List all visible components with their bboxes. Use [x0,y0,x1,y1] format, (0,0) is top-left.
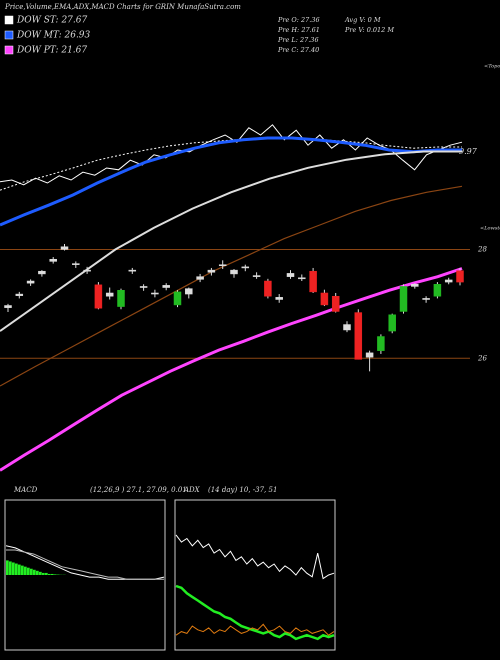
title: Price,Volume,EMA,ADX,MACD Charts for GRI… [4,3,241,11]
candle-body [388,314,396,332]
indicator-line [175,584,335,641]
candle-body [83,269,91,272]
candle-body [26,280,35,284]
histogram-bar [12,562,15,575]
legend-swatch [4,15,14,25]
candle-body [218,264,227,267]
histogram-bar [9,561,12,575]
histogram-bar [18,564,21,575]
candle-body [230,269,238,275]
indicator-line [0,137,462,191]
candle-body [72,263,80,265]
histogram-bar [24,566,27,575]
candle-body [343,324,351,331]
candle-body [128,269,137,272]
stat-label: Pre H: 27.61 [277,26,320,34]
annotation: <Lowsto [480,226,500,232]
stat-label: Avg V: 0 M [344,16,381,24]
candle-body [411,284,419,287]
candle-body [399,286,408,312]
candle-body [298,277,306,280]
candle-body [433,284,442,297]
histogram-bar [39,571,42,575]
candle-body [422,298,430,300]
candle-body [94,284,103,309]
indicator-line [0,267,463,472]
candle-body [15,293,24,296]
candle-body [185,288,193,295]
stat-label: Pre L: 27.36 [277,36,319,44]
candle-body [4,305,12,308]
legend-swatch [4,30,14,40]
candle-body [241,266,250,269]
histogram-bar [51,573,54,575]
indicator-line [0,124,463,186]
candle-body [286,273,295,277]
candle-body [173,291,182,306]
histogram-bar [15,563,18,575]
histogram-bar [54,574,57,575]
candle-body [151,292,159,295]
histogram-bar [45,572,48,575]
adx-frame [174,499,336,651]
histogram-bar [33,569,36,575]
histogram-bar [48,573,51,575]
histogram-bar [42,572,45,575]
histogram-bar [36,570,39,575]
panel-subtitle: (12,26,9 ) 27.1, 27.09, 0.01 [90,486,187,494]
legend-label: DOW MT: 26.93 [16,31,91,41]
legend-label: DOW PT: 21.67 [16,46,87,56]
candle-body [38,270,46,275]
legend-label: DOW ST: 27.67 [16,16,87,26]
stat-label: Pre O: 27.36 [277,16,320,24]
y-tick-label: 26 [477,354,487,362]
stat-label: Pre V: 0.012 M [344,26,394,34]
indicator-line [0,185,463,387]
candle-body [196,276,204,280]
candle-body [354,312,363,360]
panel-title: ADX [183,486,201,494]
candle-body [162,285,170,288]
candle-body [377,336,385,351]
candle-body [275,297,283,300]
candle-body [105,292,114,297]
indicator-line [0,150,462,332]
candle-body [207,269,216,273]
y-tick-label: 28 [477,245,487,253]
candle-body [117,290,125,307]
indicator-line [175,534,335,580]
histogram-bar [27,567,30,575]
candle-body [444,279,453,283]
histogram-bar [6,560,9,575]
candle-body [365,352,374,358]
legend-swatch [4,45,14,55]
candle-body [331,295,340,312]
candle-body [139,286,148,288]
candle-body [456,270,464,283]
candle-body [49,258,57,262]
candle-body [309,270,317,293]
y-tick-label: 9.97 [459,147,478,156]
annotation: <Topo [484,64,500,70]
stat-label: Pre C: 27.40 [277,46,319,54]
indicator-line [175,623,335,636]
indicator-line [0,136,462,227]
histogram-bar [21,565,24,575]
indicator-line [6,549,164,580]
panel-title: MACD [13,486,38,494]
macd-frame [4,499,166,651]
histogram-bar [30,568,33,575]
panel-subtitle: (14 day) 10, -37, 51 [208,486,277,494]
candle-body [60,246,69,250]
candle-body [320,292,329,306]
candle-body [252,275,261,277]
candle-body [264,280,272,297]
